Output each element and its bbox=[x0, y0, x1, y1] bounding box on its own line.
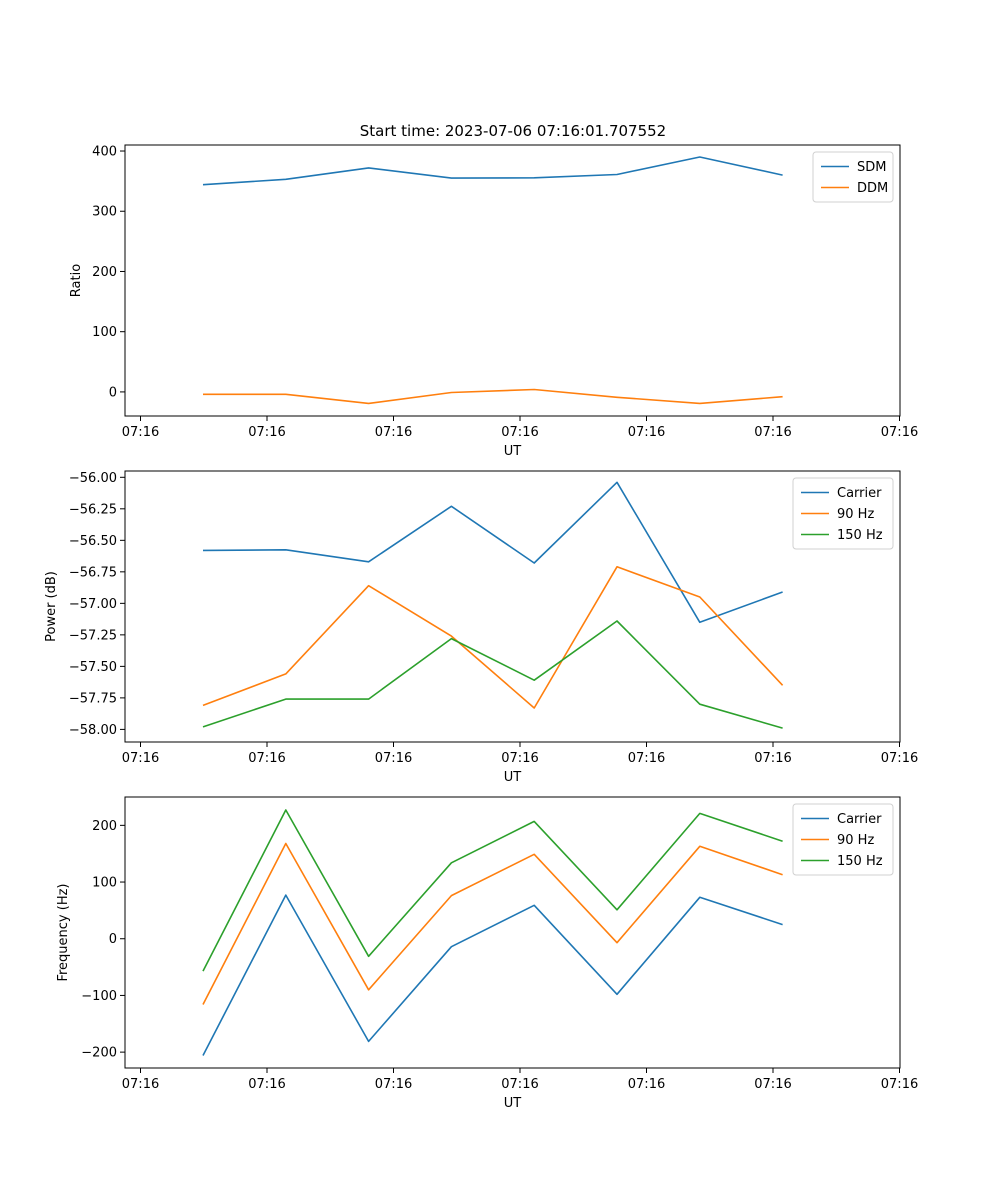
plot-frame bbox=[124, 144, 901, 417]
x-tick-label: 07:16 bbox=[628, 425, 665, 440]
y-tick-label: 400 bbox=[92, 145, 117, 160]
legend-label: SDM bbox=[857, 160, 886, 175]
x-tick-label: 07:16 bbox=[754, 425, 791, 440]
series-line-sdm bbox=[202, 156, 783, 186]
legend: Carrier 90 Hz 150 Hz bbox=[792, 477, 894, 550]
legend-label: 150 Hz bbox=[837, 854, 883, 869]
x-tick-label: 07:16 bbox=[122, 1077, 159, 1092]
y-tick-label: −56.50 bbox=[69, 534, 117, 549]
series-line-ddm bbox=[203, 388, 783, 405]
x-axis-label: UT bbox=[504, 444, 522, 459]
legend-label: 150 Hz bbox=[837, 528, 883, 543]
legend-label: Carrier bbox=[837, 486, 882, 501]
legend-label: Carrier bbox=[837, 812, 882, 827]
y-tick-label: −56.75 bbox=[69, 565, 117, 580]
series-line-90-hz bbox=[202, 565, 784, 709]
y-tick-label: −56.25 bbox=[69, 502, 117, 517]
x-tick-label: 07:16 bbox=[122, 425, 159, 440]
figure-title: Start time: 2023-07-06 07:16:01.707552 bbox=[360, 122, 666, 140]
series-line-carrier bbox=[202, 481, 783, 624]
x-tick-label: 07:16 bbox=[501, 425, 538, 440]
legend-label: 90 Hz bbox=[837, 507, 874, 522]
y-tick-label: −57.25 bbox=[69, 628, 117, 643]
x-tick-label: 07:16 bbox=[375, 1077, 412, 1092]
chart-panel-2: −56.00 −56.25 −56.50 −56.75 −57.00 −57.25 −57.… bbox=[44, 470, 918, 785]
x-tick-label: 07:16 bbox=[754, 1077, 791, 1092]
y-tick-label: −58.00 bbox=[69, 723, 117, 738]
y-tick-label: 100 bbox=[92, 876, 117, 891]
legend-box bbox=[812, 151, 894, 203]
y-tick-label: 300 bbox=[92, 205, 117, 220]
x-tick-label: 07:16 bbox=[375, 751, 412, 766]
x-axis-label: UT bbox=[504, 770, 522, 785]
x-tick-label: 07:16 bbox=[628, 1077, 665, 1092]
legend: SDM DDM bbox=[812, 151, 894, 203]
y-tick-label: −100 bbox=[81, 989, 117, 1004]
legend-box bbox=[792, 477, 894, 550]
x-tick-label: 07:16 bbox=[248, 1077, 285, 1092]
plot-frame bbox=[124, 796, 901, 1069]
x-tick-label: 07:16 bbox=[501, 751, 538, 766]
plot-frame bbox=[124, 470, 901, 743]
x-tick-label: 07:16 bbox=[501, 1077, 538, 1092]
y-tick-label: 0 bbox=[109, 385, 117, 400]
series-line-150-hz bbox=[202, 620, 783, 729]
y-tick-label: −56.00 bbox=[69, 471, 117, 486]
x-tick-label: 07:16 bbox=[881, 1077, 918, 1092]
x-tick-label: 07:16 bbox=[628, 751, 665, 766]
y-axis-label: Ratio bbox=[69, 264, 84, 297]
legend-label: DDM bbox=[857, 181, 888, 196]
x-tick-label: 07:16 bbox=[375, 425, 412, 440]
y-axis-label: Frequency (Hz) bbox=[56, 883, 71, 981]
y-tick-label: 200 bbox=[92, 819, 117, 834]
x-tick-label: 07:16 bbox=[248, 425, 285, 440]
series-line-150-hz bbox=[202, 809, 783, 972]
legend-label: 90 Hz bbox=[837, 833, 874, 848]
y-tick-label: 200 bbox=[92, 265, 117, 280]
y-tick-label: 0 bbox=[109, 932, 117, 947]
y-axis-label: Power (dB) bbox=[44, 571, 59, 642]
x-tick-label: 07:16 bbox=[248, 751, 285, 766]
series-line-carrier bbox=[202, 894, 783, 1056]
legend: Carrier 90 Hz 150 Hz bbox=[792, 803, 894, 876]
y-tick-label: −57.75 bbox=[69, 691, 117, 706]
x-tick-label: 07:16 bbox=[754, 751, 791, 766]
y-tick-label: 100 bbox=[92, 325, 117, 340]
x-tick-label: 07:16 bbox=[881, 425, 918, 440]
series-line-90-hz bbox=[202, 842, 783, 1005]
legend-box bbox=[792, 803, 894, 876]
chart-panel-1: 0 100 200 300 400 07:16 07:16 07:16 07:16 07:16 07… bbox=[69, 144, 918, 459]
y-tick-label: −57.50 bbox=[69, 660, 117, 675]
x-tick-label: 07:16 bbox=[122, 751, 159, 766]
x-axis-label: UT bbox=[504, 1096, 522, 1111]
x-tick-label: 07:16 bbox=[881, 751, 918, 766]
chart-panel-3: −200 −100 0 100 200 07:16 07:16 07:16 07:16 07:16… bbox=[56, 796, 918, 1111]
y-tick-label: −200 bbox=[81, 1046, 117, 1061]
y-tick-label: −57.00 bbox=[69, 597, 117, 612]
